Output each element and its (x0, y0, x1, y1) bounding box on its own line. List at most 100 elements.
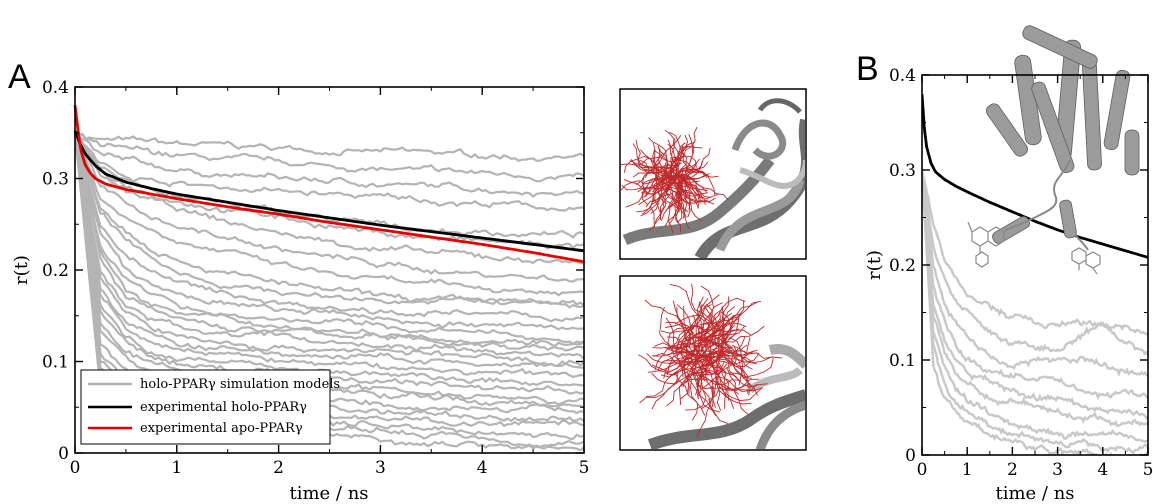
ligand-conformer (630, 159, 663, 184)
ligand-conformer (718, 385, 763, 401)
protein-ligand-snapshot-icon (638, 283, 805, 449)
x-tick-label: 4 (1097, 460, 1108, 480)
ligand-conformer (690, 283, 714, 328)
simulation-curve (74, 131, 585, 162)
ligand-conformer (701, 363, 728, 410)
ligand-conformer (675, 141, 696, 175)
ligand-conformer (637, 186, 678, 193)
protein-ribbon (715, 178, 805, 252)
x-tick-label: 2 (1007, 460, 1018, 480)
ligand-conformer (658, 157, 672, 192)
simulation-curve (73, 132, 585, 309)
x-tick-label: 2 (273, 458, 284, 478)
ligand-conformer (677, 175, 712, 198)
ligand-conformer (666, 177, 688, 210)
inset-top-snapshot (619, 88, 807, 260)
ligand-conformer (654, 185, 671, 224)
x-tick-label: 5 (579, 458, 590, 478)
ligand-conformer (671, 347, 706, 382)
simulation-curve (74, 132, 585, 265)
ligand-conformer (697, 371, 721, 413)
protein-ribbon (731, 119, 787, 160)
ligand-conformer (654, 328, 688, 371)
helix-cylinder (992, 216, 1030, 244)
ligand-conformer (659, 306, 680, 351)
ligand-conformer (636, 193, 672, 213)
ligand-conformer (666, 378, 706, 407)
ligand-conformer (699, 296, 717, 347)
legend-label-simulation: holo-PPARγ simulation models (140, 377, 340, 392)
simulation-curve (922, 169, 1148, 454)
simulation-curve (73, 132, 585, 297)
ligand-conformer (650, 181, 675, 215)
ligand-conformer (706, 306, 736, 349)
ligand-conformer (677, 135, 689, 175)
ligand-conformer (625, 181, 658, 208)
ligand-conformer (708, 352, 720, 401)
ligand-conformer (718, 358, 751, 396)
ligand-conformer (645, 365, 686, 398)
simulation-curve (74, 131, 585, 183)
y-tick-label: 0.3 (42, 170, 69, 190)
ligand-conformer (644, 299, 690, 328)
panel-b-experimental-curves (922, 94, 1148, 259)
ligand-conformer (651, 349, 696, 373)
ligand-conformer (696, 344, 748, 360)
ligand-conformer (667, 158, 700, 185)
ligand-conformer (659, 184, 691, 205)
panel-a-x-axis-label: time / ns (289, 483, 368, 504)
ligand-conformers (621, 126, 729, 234)
ligand-conformer (678, 367, 709, 406)
y-tick-label: 0 (58, 444, 69, 464)
simulation-curve (73, 132, 585, 378)
ligand-conformer (684, 351, 699, 400)
panel-a-y-axis-label: r(t) (11, 255, 32, 285)
ligand-conformer (676, 183, 683, 224)
y-tick-label: 0.2 (889, 256, 916, 276)
simulation-curve (74, 132, 585, 250)
protein-ribbon (647, 389, 805, 449)
x-tick-label: 1 (171, 458, 182, 478)
series-line-apo (73, 105, 585, 264)
ligand-conformer (651, 184, 685, 210)
ligand-conformer (648, 137, 666, 172)
ligand-conformer (688, 183, 702, 221)
ligand-conformer (717, 331, 755, 356)
ligand-conformer (651, 370, 689, 410)
simulation-curve (922, 169, 1148, 428)
ligand-conformer (666, 336, 712, 362)
ligand-conformer (693, 301, 701, 355)
protein-loop (1004, 159, 1089, 251)
y-tick-label: 0.1 (889, 351, 916, 371)
ligand-conformer (728, 361, 768, 388)
x-tick-label: 5 (1143, 460, 1153, 480)
ligand-conformer (629, 160, 671, 168)
protein-ribbon (757, 98, 802, 114)
y-tick-label: 0.3 (889, 161, 916, 181)
simulation-curve (922, 169, 1148, 401)
ligand-conformer (665, 129, 678, 166)
panel-b-letter: B (856, 50, 879, 88)
simulation-curve (922, 169, 1148, 420)
simulation-curve (73, 132, 585, 360)
simulation-curve (73, 132, 585, 323)
panel-a-legend: holo-PPARγ simulation models experimenta… (80, 369, 340, 445)
ligand-conformer (704, 349, 758, 358)
protein-structure-icon (967, 25, 1140, 275)
simulation-curve (73, 132, 585, 352)
ligand-conformer (694, 328, 739, 358)
ligand-conformer (635, 139, 653, 171)
simulation-curve (73, 132, 585, 369)
ligand-conformer (698, 333, 737, 367)
ligand-conformer (696, 385, 714, 437)
helix-cylinder (1082, 59, 1102, 171)
ligand-conformer (713, 348, 760, 363)
ligand-conformer (693, 369, 717, 416)
helix-cylinder (1103, 69, 1131, 151)
ligand-conformer (621, 179, 659, 191)
panel-b-simulation-curves (922, 169, 1148, 455)
panel-b-plot-frame (921, 74, 1149, 456)
ligand-conformer (726, 367, 749, 415)
y-tick-label: 0.2 (42, 261, 69, 281)
